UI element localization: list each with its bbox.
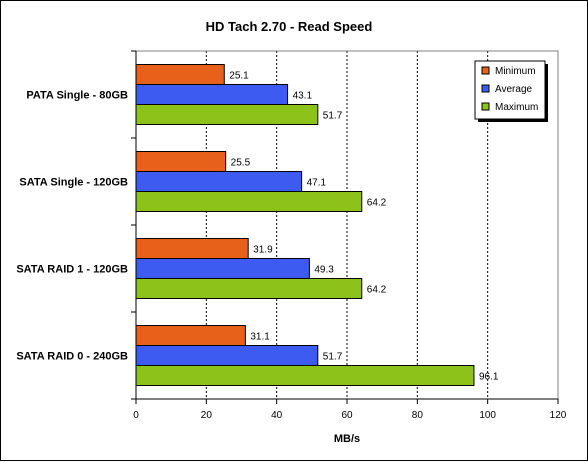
bars-group [135, 64, 475, 386]
legend-swatch-maximum [481, 102, 490, 111]
bar-average-2 [135, 258, 310, 279]
bar-average-3 [135, 345, 319, 366]
x-tick-label-20: 20 [201, 410, 213, 421]
bar-maximum-1 [135, 191, 363, 212]
legend-label-maximum: Maximum [495, 102, 538, 113]
bar-maximum-2 [135, 278, 363, 299]
legend-label-minimum: Minimum [495, 66, 536, 77]
bar-minimum-2 [135, 238, 249, 259]
x-tick-label-120: 120 [550, 410, 567, 421]
data-label-minimum-1: 25.5 [231, 158, 251, 169]
data-label-maximum-3: 96.1 [479, 372, 499, 383]
legend-swatch-minimum [481, 66, 490, 75]
data-label-average-1: 47.1 [307, 178, 327, 189]
tick-labels-group: 0 20 40 60 80 100 120 [133, 410, 567, 421]
x-tick-label-0: 0 [133, 410, 139, 421]
category-label-2: SATA RAID 1 - 120GB [16, 264, 128, 276]
data-label-average-3: 51.7 [323, 352, 343, 363]
category-label-1: SATA Single - 120GB [19, 177, 128, 189]
data-label-minimum-0: 25.1 [229, 71, 249, 82]
bar-maximum-3 [135, 365, 475, 386]
x-tick-label-40: 40 [271, 410, 283, 421]
legend: Minimum Average Maximum [474, 60, 548, 122]
category-label-0: PATA Single - 80GB [26, 90, 128, 102]
bar-average-1 [135, 171, 303, 192]
x-tick-label-80: 80 [412, 410, 424, 421]
chart-title: HD Tach 2.70 - Read Speed [206, 19, 373, 34]
x-tick-label-60: 60 [341, 410, 353, 421]
data-label-maximum-2: 64.2 [367, 285, 387, 296]
bar-minimum-1 [135, 151, 227, 172]
axes-group [131, 50, 559, 404]
x-axis-title: MB/s [334, 433, 360, 445]
data-label-average-0: 43.1 [293, 91, 313, 102]
x-tick-label-100: 100 [479, 410, 496, 421]
data-label-minimum-3: 31.1 [250, 332, 270, 343]
bar-average-0 [135, 84, 289, 105]
bar-maximum-0 [135, 104, 319, 125]
category-label-3: SATA RAID 0 - 240GB [16, 351, 128, 363]
bar-minimum-3 [135, 325, 246, 346]
data-labels-group: 25.1 43.1 51.7 25.5 47.1 64.2 31.9 49.3 64.2 31.1… [229, 71, 499, 383]
legend-label-average: Average [495, 84, 533, 95]
data-label-average-2: 49.3 [314, 265, 334, 276]
legend-swatch-average [481, 84, 490, 93]
category-labels-group: PATA Single - 80GB SATA Single - 120GB SAT… [16, 90, 128, 363]
bar-minimum-0 [135, 64, 225, 85]
data-label-minimum-2: 31.9 [253, 245, 273, 256]
data-label-maximum-0: 51.7 [323, 111, 343, 122]
data-label-maximum-1: 64.2 [367, 198, 387, 209]
